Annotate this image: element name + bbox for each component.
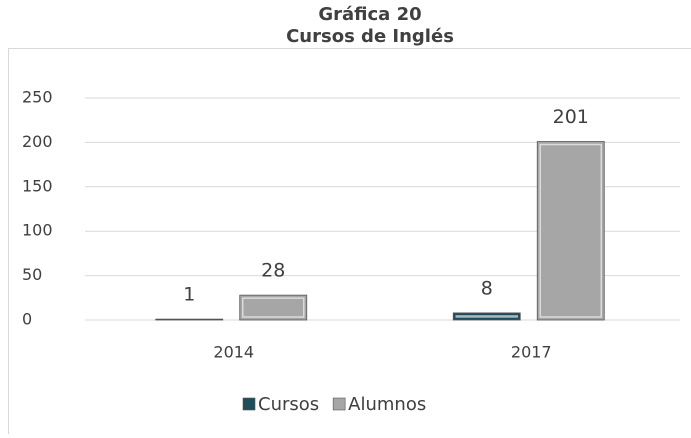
- x-tick-label: 2017: [511, 343, 552, 362]
- chart-title: Gráfica 20: [318, 4, 421, 25]
- data-label: 201: [553, 106, 589, 128]
- y-tick-label: 0: [22, 310, 32, 329]
- legend-label: Cursos: [258, 394, 319, 415]
- legend-label: Alumnos: [348, 394, 426, 415]
- y-tick-label: 150: [22, 176, 53, 195]
- y-tick-label: 50: [22, 265, 42, 284]
- y-tick-label: 200: [22, 132, 53, 151]
- y-tick-label: 100: [22, 221, 53, 240]
- data-label: 1: [183, 284, 195, 306]
- bar: [537, 142, 604, 320]
- chart-subtitle: Cursos de Inglés: [286, 26, 454, 47]
- data-label: 28: [261, 260, 285, 282]
- y-tick-label: 250: [22, 88, 53, 107]
- data-label: 8: [481, 277, 493, 299]
- legend-swatch: [333, 398, 345, 410]
- bar-bevel: [456, 316, 517, 317]
- x-tick-label: 2014: [213, 343, 254, 362]
- legend-swatch: [243, 398, 255, 410]
- bar: [156, 319, 223, 320]
